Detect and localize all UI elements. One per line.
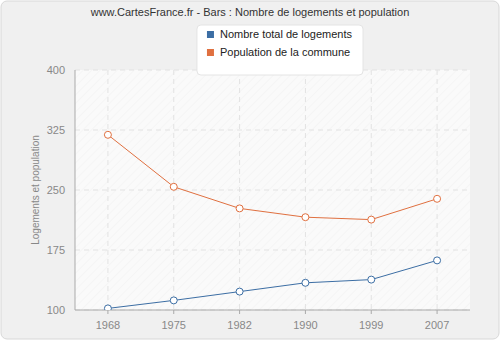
x-tick	[305, 310, 306, 314]
legend: Nombre total de logements Population de l…	[197, 25, 363, 75]
series-marker	[434, 195, 441, 202]
series-marker	[368, 276, 375, 283]
series-marker	[368, 216, 375, 223]
series-marker	[104, 131, 111, 138]
x-tick-label: 1982	[227, 319, 251, 331]
legend-swatch	[207, 49, 214, 56]
x-tick-label: 1975	[162, 319, 186, 331]
series-group	[104, 131, 440, 310]
y-tick-label: 400	[47, 64, 65, 76]
grid-line	[75, 250, 470, 251]
grid-line	[75, 130, 470, 131]
legend-box	[197, 25, 363, 75]
legend-label: Nombre total de logements	[220, 28, 353, 40]
series-line	[108, 135, 437, 220]
plot-area	[75, 70, 470, 310]
background	[1, 1, 499, 339]
series-marker	[434, 257, 441, 264]
series-marker	[104, 305, 111, 310]
x-tick-label: 1999	[359, 319, 383, 331]
series-marker	[302, 279, 309, 286]
grid-line	[437, 70, 438, 310]
x-tick	[107, 310, 108, 314]
x-tick-label: 1968	[96, 319, 120, 331]
legend-label: Population de la commune	[220, 46, 350, 58]
y-axis-label: Logements et population	[30, 135, 41, 245]
x-tick	[371, 310, 372, 314]
x-tick-label: 2007	[425, 319, 449, 331]
grid-line	[75, 190, 470, 191]
y-tick-label: 325	[47, 124, 65, 136]
chart: 100 175 250 325 400 1968 1975 1982 1990 1999 2007 L…	[0, 0, 500, 340]
series-marker	[170, 183, 177, 190]
grid-line	[305, 70, 306, 310]
grid-line	[371, 70, 372, 310]
grid-line	[239, 70, 240, 310]
grid-line	[75, 310, 470, 311]
x-tick-label: 1990	[293, 319, 317, 331]
y-tick-label: 250	[47, 184, 65, 196]
series-marker	[236, 205, 243, 212]
x-tick	[239, 310, 240, 314]
series-marker	[170, 297, 177, 304]
y-tick-label: 175	[47, 244, 65, 256]
y-axis	[75, 70, 76, 310]
series-marker	[236, 288, 243, 295]
y-tick-label: 100	[47, 304, 65, 316]
series-marker	[302, 214, 309, 221]
x-tick	[437, 310, 438, 314]
x-axis	[75, 310, 470, 311]
grid-line	[107, 70, 108, 310]
legend-swatch	[207, 31, 214, 38]
title: www.CartesFrance.fr - Bars : Nombre de l…	[90, 6, 410, 18]
x-tick	[173, 310, 174, 314]
series-line	[108, 260, 437, 308]
